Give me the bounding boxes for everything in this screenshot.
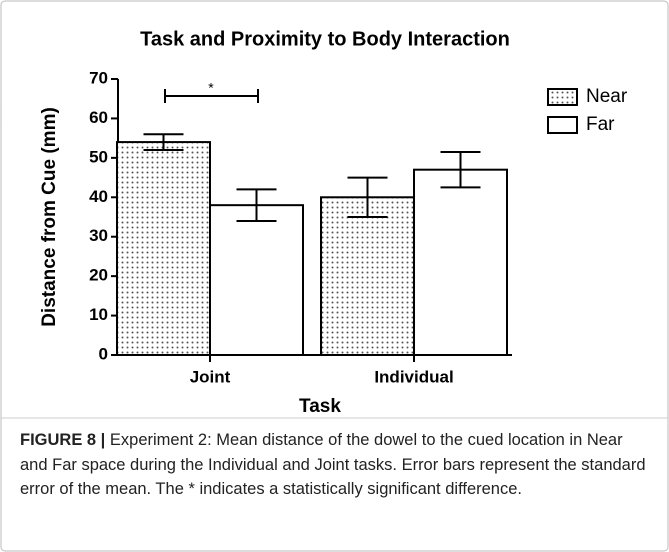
bar [413,168,508,356]
x-axis-label: Task [299,396,341,417]
significance-bracket [164,89,259,103]
x-tick-label: Joint [190,367,231,386]
error-bar [347,176,388,218]
legend-label: Near [586,86,628,107]
y-tick-label: 20 [89,266,108,285]
caption: FIGURE 8 | Experiment 2: Mean distance o… [20,428,650,502]
y-tick-label: 40 [89,187,108,206]
y-tick-label: 50 [89,147,108,166]
legend-label: Far [586,114,615,135]
bar [116,141,211,356]
y-tick-label: 70 [89,68,108,87]
legend-swatch [547,116,578,134]
y-tick-label: 60 [89,108,108,127]
y-axis-label: Distance from Cue (mm) [39,107,60,327]
error-bar [440,150,481,189]
figure-label: FIGURE 8 | [20,431,106,449]
error-bar [236,188,277,222]
chart-title: Task and Proximity to Body Interaction [140,28,510,50]
x-tick-label: Individual [374,367,453,386]
y-tick-label: 30 [89,226,108,245]
y-tick-label: 0 [99,344,108,363]
legend-swatch [547,88,578,106]
bar [209,204,304,356]
significance-star: * [208,80,214,96]
y-tick-label: 10 [89,305,108,324]
caption-text: Experiment 2: Mean distance of the dowel… [20,431,646,498]
bar [320,196,415,356]
error-bar [143,133,184,151]
